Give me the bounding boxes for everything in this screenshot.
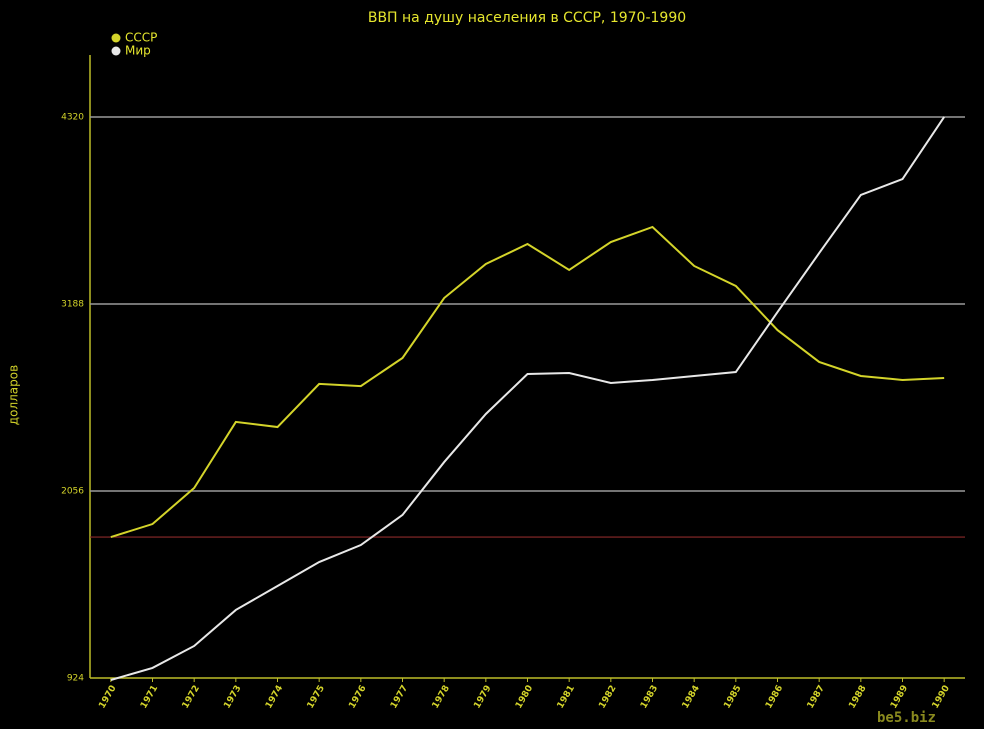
legend-marker [111,33,121,43]
series-line [110,225,945,539]
y-axis-label: долларов [7,365,21,425]
y-tick-label: 924 [67,674,84,684]
legend-marker [111,46,121,56]
chart-title: ВВП на душу населения в СССР, 1970-1990 [368,10,686,26]
y-tick-label: 2056 [61,486,84,496]
watermark: be5.biz [877,710,936,726]
series-line [110,116,945,681]
legend-label: СССР [125,31,157,45]
y-tick-label: 4320 [61,112,84,122]
y-tick-label: 3188 [61,299,84,309]
legend-label: Мир [125,44,151,58]
